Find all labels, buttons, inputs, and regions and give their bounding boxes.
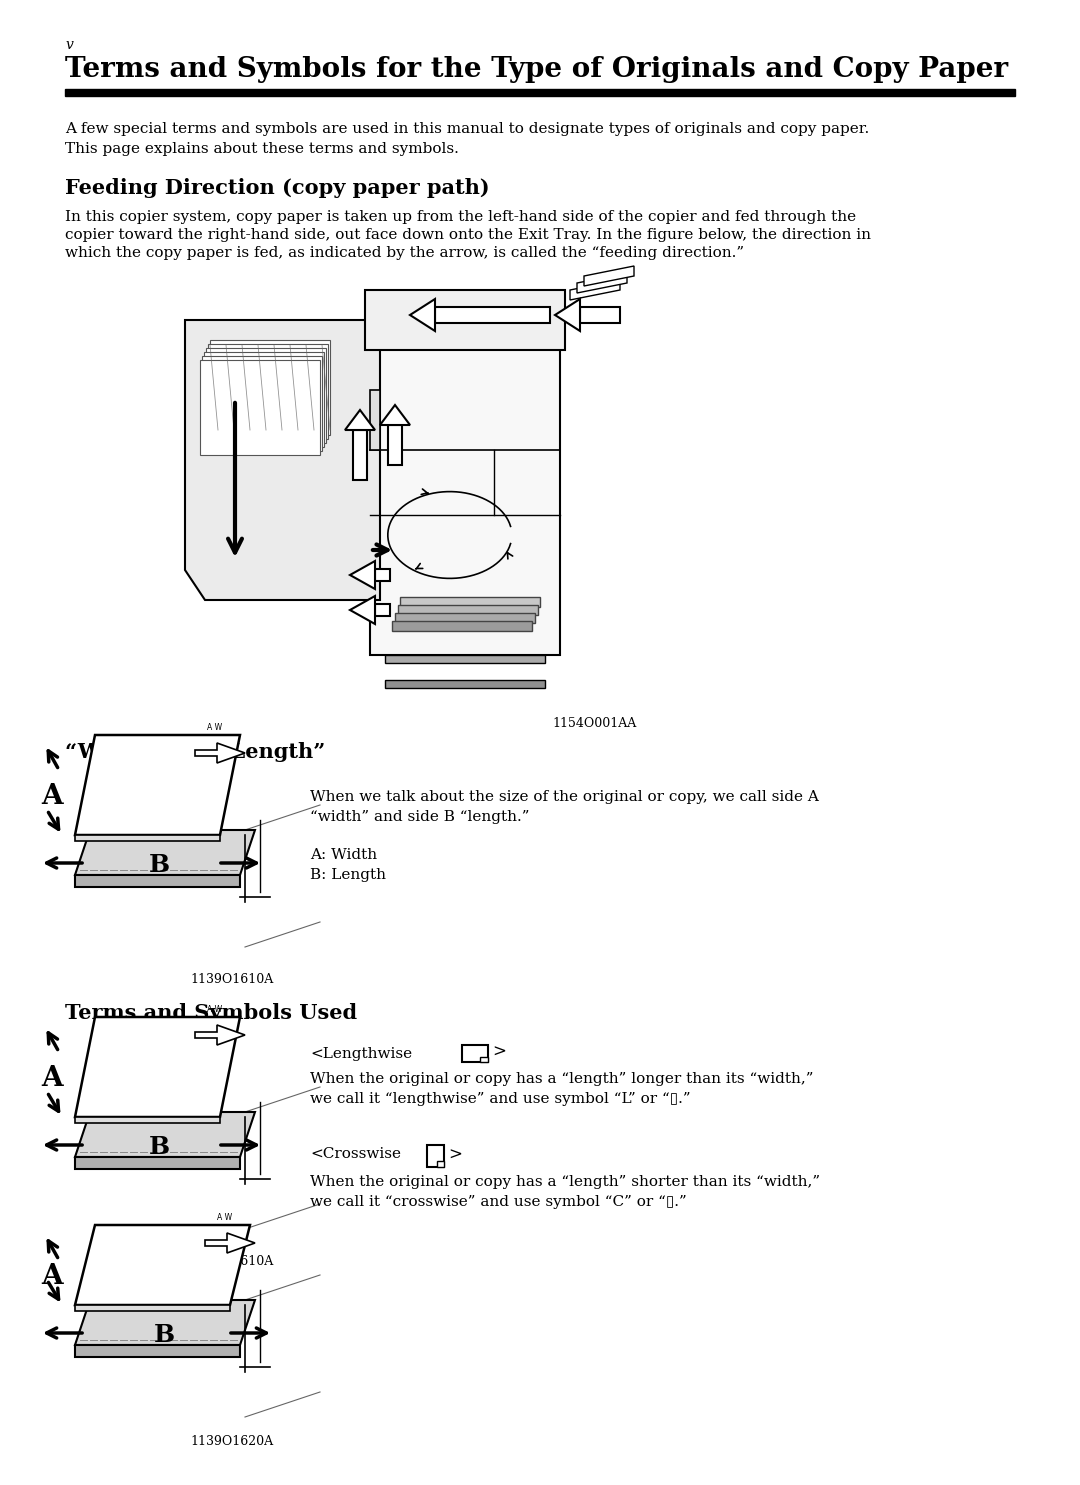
Polygon shape	[350, 595, 375, 624]
Polygon shape	[388, 425, 402, 465]
Polygon shape	[75, 735, 240, 835]
Text: A: A	[41, 1066, 63, 1093]
Text: 1139O1620A: 1139O1620A	[190, 1435, 273, 1448]
Bar	[400, 597, 540, 607]
Bar	[437, 1161, 444, 1167]
Polygon shape	[75, 1299, 255, 1345]
Text: A: A	[41, 1264, 63, 1290]
Bar	[370, 296, 561, 655]
Text: This page explains about these terms and symbols.: This page explains about these terms and…	[65, 143, 459, 156]
Text: In this copier system, copy paper is taken up from the left-hand side of the cop: In this copier system, copy paper is tak…	[65, 209, 856, 224]
Polygon shape	[75, 830, 255, 875]
Bar	[210, 340, 330, 435]
Polygon shape	[375, 569, 390, 581]
Bar	[399, 604, 538, 615]
Polygon shape	[555, 298, 580, 331]
Polygon shape	[570, 281, 620, 300]
Polygon shape	[75, 1112, 255, 1157]
Bar	[206, 347, 326, 443]
Text: A: Width: A: Width	[310, 848, 377, 861]
Polygon shape	[205, 1233, 255, 1253]
Text: B: Length: B: Length	[310, 869, 386, 882]
Text: When the original or copy has a “length” shorter than its “width,”: When the original or copy has a “length”…	[310, 1175, 820, 1189]
Text: v: v	[65, 39, 72, 52]
Polygon shape	[577, 273, 627, 293]
Polygon shape	[584, 266, 634, 287]
Text: B: B	[153, 1323, 175, 1347]
Polygon shape	[380, 405, 410, 425]
Text: A W: A W	[207, 1005, 222, 1014]
Text: <Lengthwise: <Lengthwise	[310, 1047, 413, 1060]
Text: <Crosswise: <Crosswise	[310, 1146, 401, 1161]
Polygon shape	[350, 561, 375, 590]
Polygon shape	[185, 319, 380, 600]
Text: “width” and side B “length.”: “width” and side B “length.”	[310, 809, 529, 824]
Polygon shape	[410, 298, 435, 331]
Polygon shape	[75, 1017, 240, 1117]
Text: 1154O001AA: 1154O001AA	[552, 717, 636, 731]
Text: A few special terms and symbols are used in this manual to designate types of or: A few special terms and symbols are used…	[65, 122, 869, 137]
Bar	[427, 1145, 444, 1167]
Text: >: >	[448, 1146, 462, 1164]
Text: Feeding Direction (copy paper path): Feeding Direction (copy paper path)	[65, 178, 489, 198]
Polygon shape	[345, 410, 375, 431]
Bar	[200, 359, 320, 454]
Bar	[392, 621, 532, 631]
Bar	[208, 345, 328, 440]
Polygon shape	[75, 1157, 240, 1169]
Polygon shape	[353, 431, 367, 480]
Text: B: B	[148, 852, 170, 878]
Text: Terms and Symbols for the Type of Originals and Copy Paper: Terms and Symbols for the Type of Origin…	[65, 56, 1008, 83]
Text: A W: A W	[217, 1213, 232, 1222]
Text: When we talk about the size of the original or copy, we call side A: When we talk about the size of the origi…	[310, 790, 819, 803]
Polygon shape	[75, 835, 220, 841]
Text: copier toward the right-hand side, out face down onto the Exit Tray. In the figu: copier toward the right-hand side, out f…	[65, 229, 870, 242]
Polygon shape	[365, 290, 565, 350]
Polygon shape	[75, 1225, 249, 1305]
Text: B: B	[148, 1135, 170, 1158]
Text: >: >	[492, 1044, 507, 1060]
Bar	[204, 352, 324, 447]
Text: we call it “crosswise” and use symbol “C” or “▯.”: we call it “crosswise” and use symbol “C…	[310, 1195, 687, 1209]
Bar	[480, 1057, 488, 1062]
Polygon shape	[435, 307, 550, 324]
Polygon shape	[195, 1025, 245, 1045]
Bar	[202, 356, 322, 451]
Text: When the original or copy has a “length” longer than its “width,”: When the original or copy has a “length”…	[310, 1072, 813, 1086]
Bar	[65, 89, 1015, 97]
Bar	[384, 655, 545, 662]
Text: A: A	[41, 784, 63, 811]
Text: Terms and Symbols Used: Terms and Symbols Used	[65, 1002, 357, 1023]
Text: 1139O1610A: 1139O1610A	[190, 1255, 273, 1268]
Polygon shape	[580, 307, 620, 324]
Bar	[395, 613, 535, 624]
Text: “Width” and “Length”: “Width” and “Length”	[65, 742, 325, 762]
Polygon shape	[375, 604, 390, 616]
Polygon shape	[75, 1117, 220, 1123]
Text: we call it “lengthwise” and use symbol “L” or “▯.”: we call it “lengthwise” and use symbol “…	[310, 1091, 690, 1106]
Polygon shape	[75, 875, 240, 887]
Bar	[462, 1045, 488, 1062]
Polygon shape	[75, 1305, 230, 1311]
Polygon shape	[75, 1345, 240, 1357]
Text: which the copy paper is fed, as indicated by the arrow, is called the “feeding d: which the copy paper is fed, as indicate…	[65, 247, 744, 260]
Text: 1139O1610A: 1139O1610A	[190, 973, 273, 986]
Bar	[384, 680, 545, 688]
Text: A W: A W	[207, 723, 222, 732]
Polygon shape	[370, 391, 380, 450]
Polygon shape	[195, 742, 245, 763]
